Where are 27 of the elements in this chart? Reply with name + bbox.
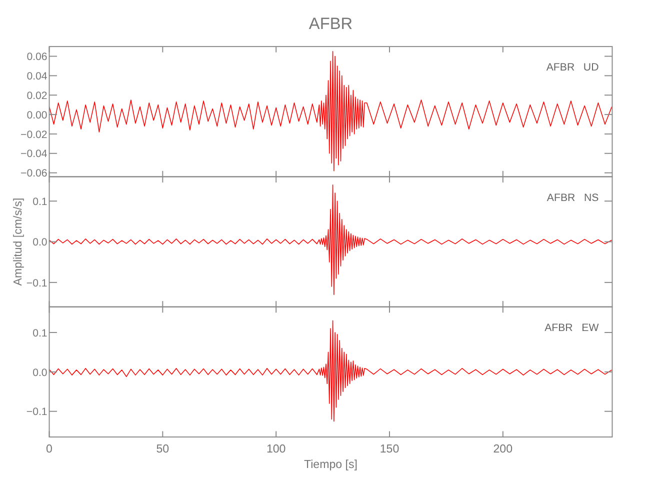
y-tick-label: 0.0 <box>32 366 48 379</box>
y-tick-label: 0.06 <box>26 51 48 64</box>
line-series <box>49 320 612 422</box>
y-tick-label: 0.02 <box>26 90 48 102</box>
x-tick-label: 200 <box>493 443 513 456</box>
y-axis-title: Amplitud [cm/s/s] <box>12 198 24 286</box>
x-tick-label: 50 <box>156 443 170 456</box>
x-tick-label: 0 <box>46 443 52 456</box>
y-tick-label: 0.1 <box>32 327 48 340</box>
annotation: AFBR UD <box>546 62 600 74</box>
y-tick-label: −0.02 <box>20 128 48 141</box>
x-tick-label: 150 <box>380 443 400 456</box>
y-tick-label: −0.04 <box>20 148 48 160</box>
y-tick-label: 0.04 <box>26 70 48 83</box>
annotation: AFBR EW <box>544 322 599 334</box>
line-series <box>49 51 612 172</box>
line-series <box>49 184 612 296</box>
chart-title: AFBR <box>308 15 353 34</box>
y-tick-label: −0.06 <box>20 168 48 180</box>
annotation: AFBR NS <box>546 192 599 204</box>
x-tick-label: 100 <box>266 443 286 456</box>
y-tick-label: 0.00 <box>26 109 48 122</box>
x-axis-title: Tiempo [s] <box>304 458 358 471</box>
y-tick-label: 0.0 <box>32 236 48 249</box>
y-tick-label: −0.1 <box>26 277 48 290</box>
y-tick-label: −0.1 <box>26 406 48 418</box>
y-tick-label: 0.1 <box>32 196 48 208</box>
